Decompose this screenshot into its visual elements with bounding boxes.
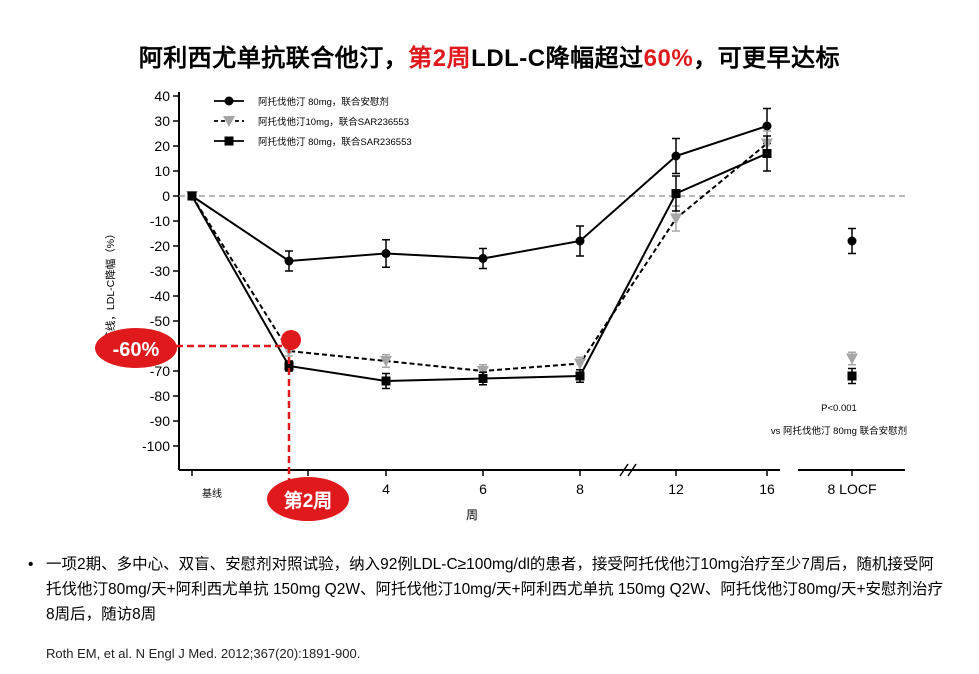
x-axis-label: 周 <box>466 508 478 522</box>
legend-marker <box>224 96 234 106</box>
data-point-square <box>284 361 294 371</box>
x-tick-label: 12 <box>668 481 684 497</box>
study-description-text: 一项2期、多中心、双盲、安慰剂对照试验，纳入92例LDL-C≥100mg/dl的… <box>46 556 944 623</box>
y-tick-label: -70 <box>150 363 170 379</box>
data-point-circle <box>847 236 857 246</box>
data-point-square <box>762 149 772 158</box>
axis-break-mark <box>627 463 637 477</box>
data-point-square <box>847 371 857 381</box>
data-point-circle <box>575 236 585 246</box>
y-tick-label: 0 <box>162 188 170 204</box>
citation: Roth EM, et al. N Engl J Med. 2012;367(2… <box>46 646 361 661</box>
y-axis-label: 基线，LDL-C降幅（%） <box>104 228 117 341</box>
highlight-point <box>281 330 301 350</box>
legend-label: 阿托伐他汀10mg，联合SAR236553 <box>258 116 409 128</box>
title-part-3: LDL-C降幅超过 <box>471 45 644 72</box>
y-tick-label: -80 <box>150 388 170 404</box>
y-tick-label: -10 <box>150 213 170 229</box>
data-point-circle <box>284 256 294 266</box>
y-tick-label: 10 <box>154 163 170 179</box>
data-point-triangle <box>380 356 392 367</box>
x-tick-label: 基线 <box>202 487 222 500</box>
data-point-triangle <box>846 353 858 365</box>
title-part-5: ，可更早达标 <box>693 45 841 72</box>
y-tick-label: -50 <box>150 313 170 329</box>
y-tick-label: 30 <box>154 113 170 129</box>
y-tick-label: -20 <box>150 238 170 254</box>
x-tick-label: 4 <box>382 481 390 497</box>
highlight-percent-label: -60% <box>113 339 160 361</box>
highlight-week-badge <box>267 477 349 521</box>
bullet-marker: • <box>28 556 34 573</box>
axis-break-mark <box>619 463 629 477</box>
legend-marker <box>223 116 235 127</box>
data-point-triangle <box>670 213 682 225</box>
data-point-square <box>381 376 391 386</box>
legend-marker <box>224 136 234 146</box>
data-point-square <box>575 371 585 381</box>
y-tick-label: -100 <box>142 438 170 454</box>
ldl-chart: 403020100-10-20-30-40-50-60-70-80-90-100… <box>95 88 907 522</box>
data-point-square <box>671 189 681 198</box>
y-tick-label: 20 <box>154 138 170 154</box>
data-point-triangle <box>574 358 586 370</box>
highlight-week-label: 第2周 <box>284 489 333 512</box>
title-highlight-week: 第2周 <box>408 45 472 72</box>
y-tick-label: -30 <box>150 263 170 279</box>
data-point-square <box>478 374 488 383</box>
p-value: P<0.001 <box>821 403 857 414</box>
data-point-circle <box>381 249 391 258</box>
data-point-circle <box>478 254 488 263</box>
data-point-square <box>187 191 197 201</box>
p-value-note: vs 阿托伐他汀 80mg 联合安慰剂 <box>771 425 907 437</box>
x-tick-label: 8 <box>576 481 584 497</box>
x-tick-label: 8 LOCF <box>827 481 876 497</box>
y-tick-label: -40 <box>150 288 170 304</box>
y-tick-label: -90 <box>150 413 170 429</box>
legend-label: 阿托伐他汀 80mg，联合SAR236553 <box>258 136 412 148</box>
title-part-1: 阿利西尤单抗联合他汀， <box>138 45 409 72</box>
legend-label: 阿托伐他汀 80mg，联合安慰剂 <box>258 96 389 108</box>
highlight-percent-badge <box>95 328 177 368</box>
page-title: 阿利西尤单抗联合他汀，第2周LDL-C降幅超过60%，可更早达标 <box>0 38 979 73</box>
x-tick-label: 16 <box>759 481 775 497</box>
title-highlight-percent: 60% <box>643 45 694 72</box>
x-tick-label: 6 <box>479 481 487 497</box>
study-description: • 一项2期、多中心、双盲、安慰剂对照试验，纳入92例LDL-C≥100mg/d… <box>28 552 948 627</box>
y-tick-label: 40 <box>154 88 170 104</box>
data-point-circle <box>671 151 681 161</box>
data-point-circle <box>762 121 772 131</box>
